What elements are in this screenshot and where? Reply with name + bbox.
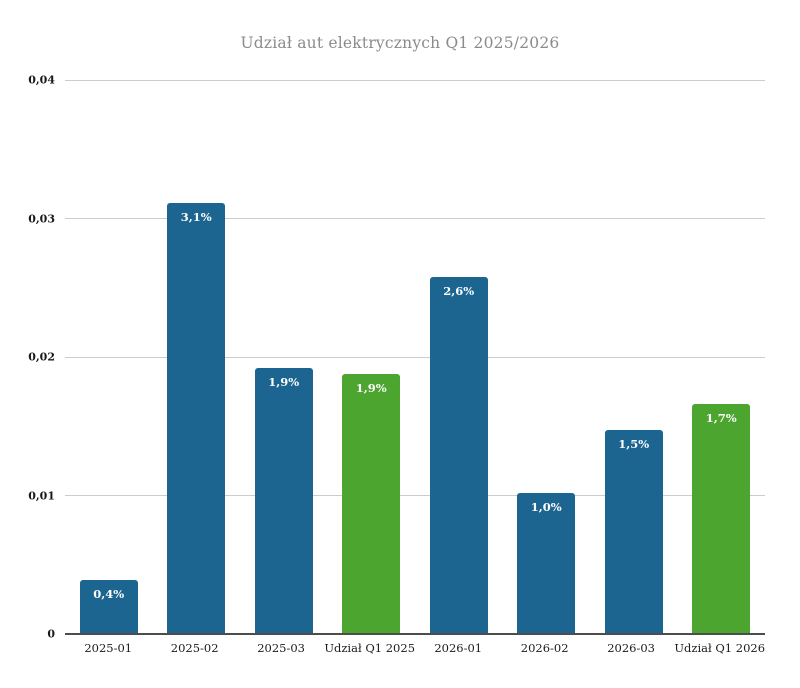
bar-2025-02: 3,1% [167, 203, 226, 634]
y-tick-label: 0 [47, 627, 55, 641]
bar-udział-q1-2025: 1,9% [342, 373, 401, 634]
bar-value-label: 1,5% [618, 437, 650, 452]
bar-slot: 0,4% [65, 80, 153, 634]
bar-slot: 2,6% [415, 80, 503, 634]
bar-slot: 1,7% [678, 80, 766, 634]
x-tick-label: 2025-02 [170, 641, 219, 655]
x-tick-label: 2026-02 [520, 641, 569, 655]
x-tick-label: 2025-01 [84, 641, 133, 655]
bar-value-label: 3,1% [180, 210, 212, 225]
gridline [65, 495, 765, 496]
gridline [65, 79, 765, 81]
chart-title: Udział aut elektrycznych Q1 2025/2026 [240, 34, 560, 52]
bar-2026-02: 1,0% [517, 492, 576, 634]
bar-value-label: 1,9% [355, 380, 387, 395]
x-tick-label: 2026-01 [434, 641, 483, 655]
bar-value-label: 1,0% [530, 499, 562, 514]
x-tick-label: 2025-03 [257, 641, 305, 655]
x-tick-label: Udział Q1 2026 [674, 641, 766, 655]
bar-2026-03: 1,5% [604, 430, 663, 634]
bar-2026-01: 2,6% [429, 276, 488, 634]
bar-2025-03: 1,9% [254, 368, 313, 634]
plot-area: 0 0,01 0,02 0,03 0,04 0,4% 3,1% 1,9% 1,9% 2,6% 1,… [28, 74, 765, 656]
bar-slot: 1,9% [240, 80, 328, 634]
x-tick-label: Udział Q1 2025 [324, 641, 416, 655]
bar-udział-q1-2026: 1,7% [692, 404, 751, 634]
bar-value-label: 1,7% [705, 411, 737, 426]
bar-value-label: 2,6% [443, 283, 475, 298]
gridline [65, 218, 765, 219]
gridline [65, 356, 765, 358]
x-tick-label: 2026-03 [607, 641, 655, 655]
bar-value-label: 1,9% [268, 375, 300, 390]
x-axis-line [65, 633, 765, 635]
y-tick-label: 0,03 [28, 212, 55, 225]
bar-slot: 1,5% [590, 80, 678, 634]
bar-slot: 3,1% [153, 80, 241, 634]
x-axis-labels: 2025-01 2025-02 2025-03 Udział Q1 2025 2026-… [65, 641, 765, 655]
bar-slot: 1,0% [503, 80, 591, 634]
bar-2025-01: 0,4% [79, 580, 138, 634]
bars-layer: 0,4% 3,1% 1,9% 1,9% 2,6% 1,0% 1,5% 1,7% [65, 80, 765, 634]
bar-slot: 1,9% [328, 80, 416, 634]
y-tick-label: 0,04 [28, 73, 55, 87]
bar-value-label: 0,4% [93, 587, 125, 601]
y-tick-label: 0,01 [28, 489, 55, 502]
y-tick-label: 0,02 [28, 350, 55, 364]
